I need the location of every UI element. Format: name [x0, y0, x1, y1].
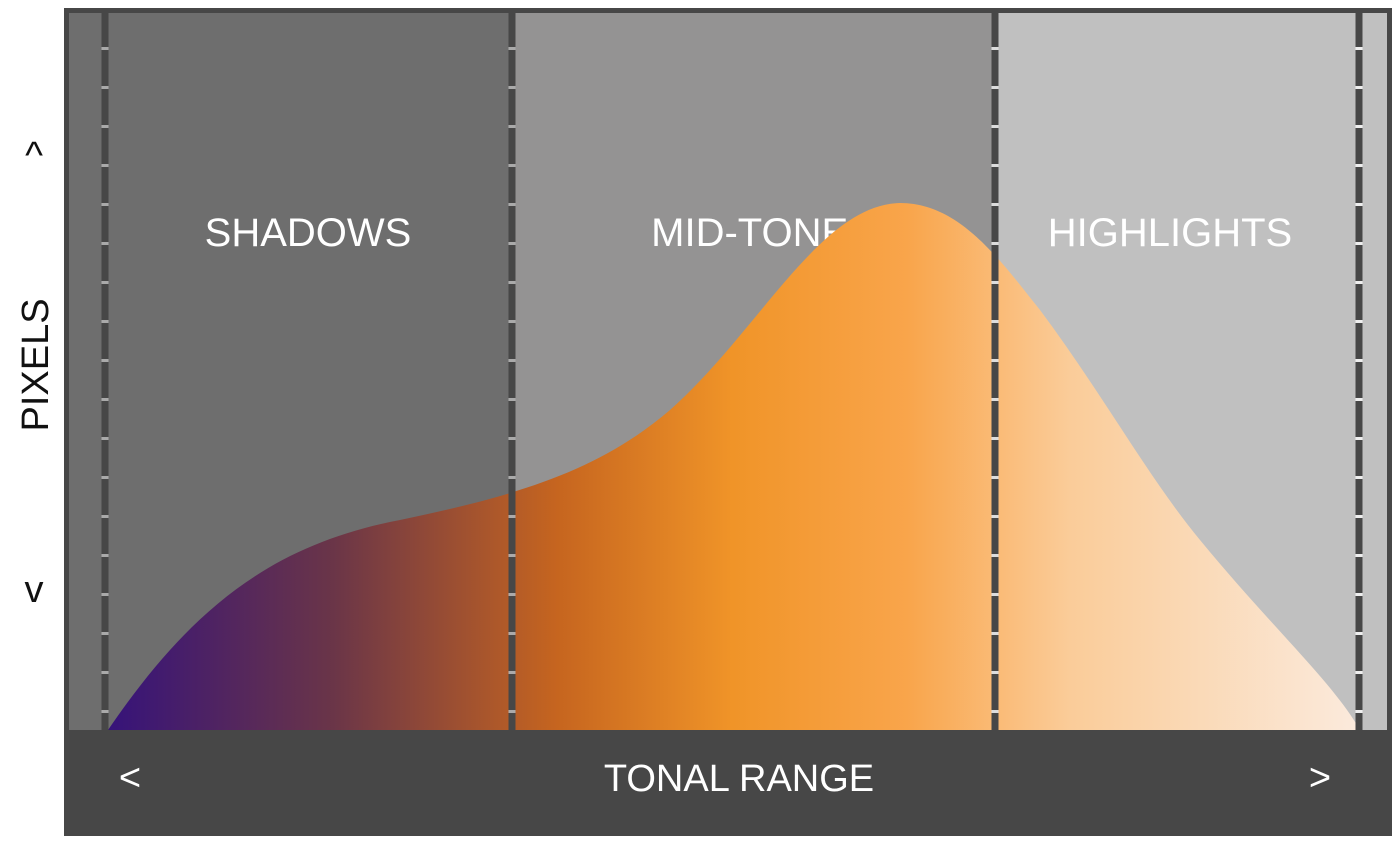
x-axis-band [64, 730, 1392, 836]
x-axis-label: TONAL RANGE [604, 758, 874, 800]
histogram-curve [108, 203, 1357, 730]
outer-left-band [69, 13, 105, 730]
outer-right-band [1359, 13, 1387, 730]
y-axis-up-arrow: ^ [25, 135, 43, 177]
y-axis-down-arrow: v [25, 569, 44, 611]
x-axis-right-arrow: > [1309, 757, 1331, 799]
y-axis-label: PIXELS [15, 298, 57, 431]
highlights-label: HIGHLIGHTS [1048, 211, 1292, 255]
x-axis-left-arrow: < [119, 757, 141, 799]
shadows-label: SHADOWS [205, 211, 412, 255]
zone-dividers [101, 13, 1363, 730]
